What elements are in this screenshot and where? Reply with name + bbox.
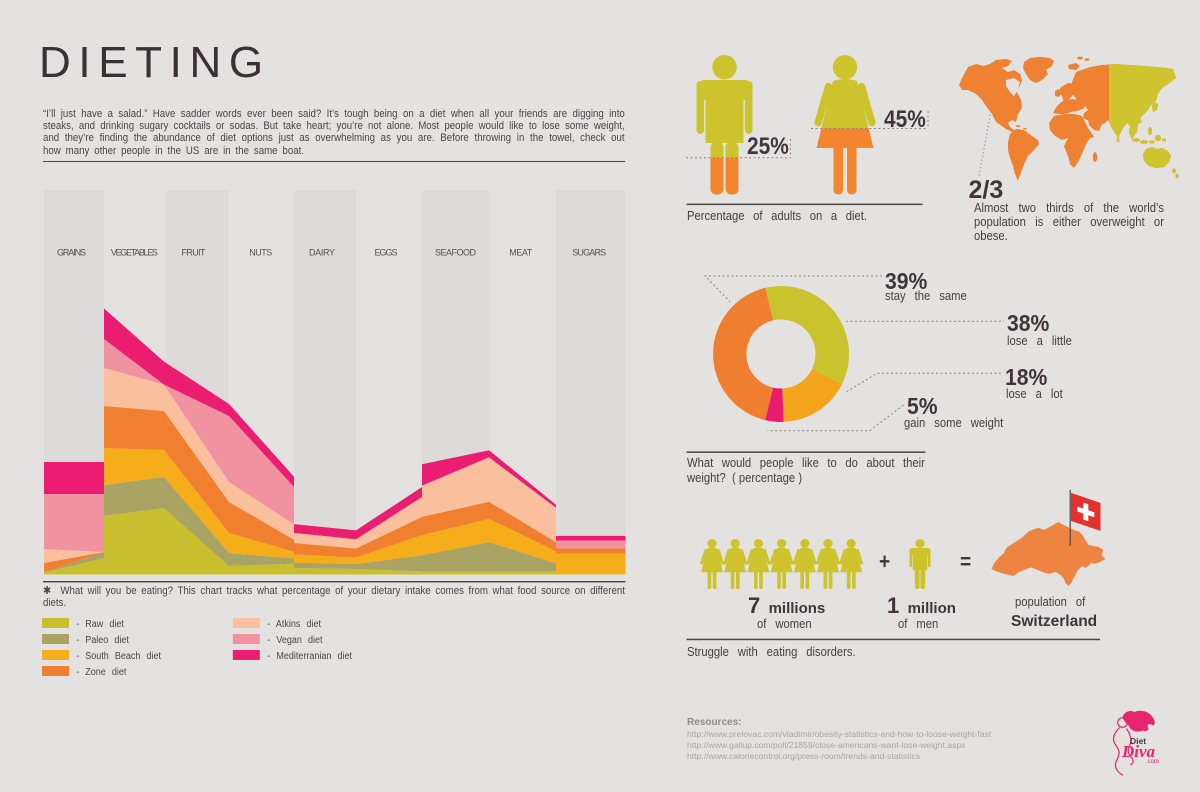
svg-text:SEAFOOD: SEAFOOD bbox=[435, 248, 477, 258]
svg-text:MEAT: MEAT bbox=[509, 248, 533, 258]
svg-text:VEGETABLES: VEGETABLES bbox=[111, 248, 158, 258]
svg-text:GRAINS: GRAINS bbox=[57, 248, 86, 258]
svg-text:EGGS: EGGS bbox=[375, 248, 398, 258]
svg-text:SUGARS: SUGARS bbox=[572, 248, 606, 258]
svg-text:NUTS: NUTS bbox=[249, 248, 272, 258]
svg-text:FRUIT: FRUIT bbox=[182, 248, 207, 258]
svg-text:DAIRY: DAIRY bbox=[309, 248, 335, 258]
